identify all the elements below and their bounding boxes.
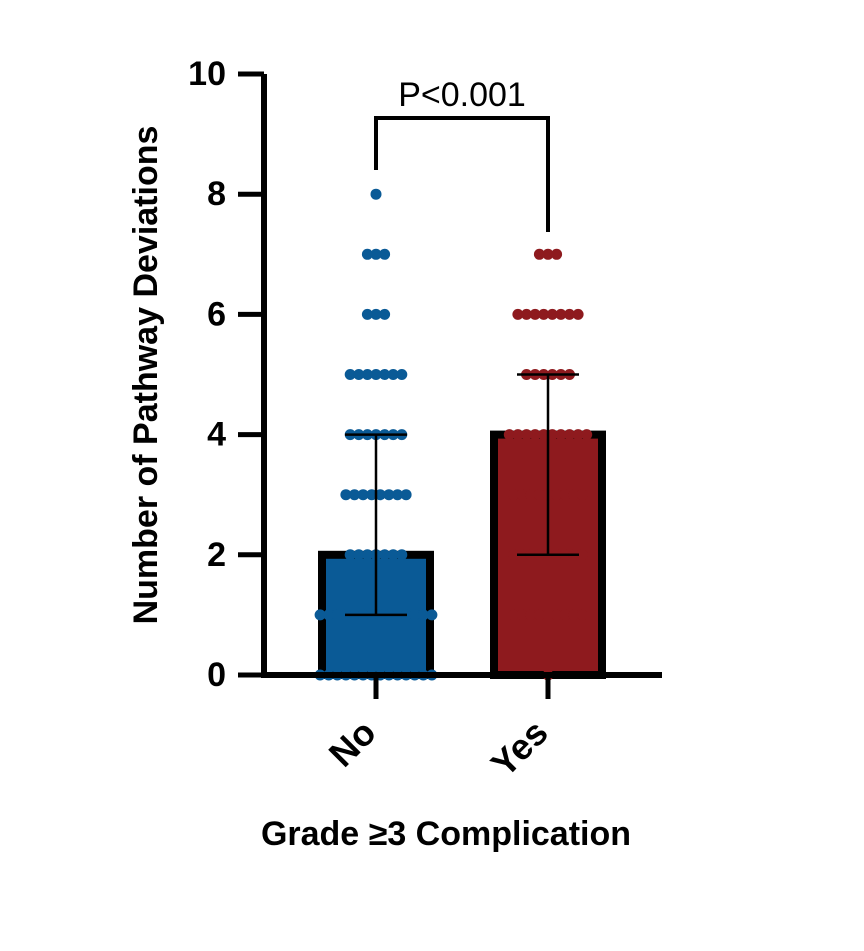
data-point bbox=[426, 609, 438, 621]
data-point bbox=[370, 369, 382, 380]
data-point bbox=[546, 308, 558, 320]
x-tick-label-yes: Yes bbox=[483, 712, 556, 785]
data-point bbox=[529, 429, 541, 441]
data-point bbox=[533, 489, 545, 501]
data-point bbox=[387, 369, 399, 380]
data-point bbox=[370, 248, 382, 260]
data-point bbox=[568, 609, 580, 621]
data-point bbox=[353, 549, 365, 561]
data-point bbox=[551, 609, 563, 621]
data-point bbox=[559, 609, 571, 621]
data-point bbox=[576, 549, 588, 561]
data-point bbox=[361, 549, 373, 561]
data-point bbox=[538, 429, 550, 441]
data-point bbox=[379, 308, 391, 320]
data-point bbox=[551, 248, 563, 260]
data-point bbox=[564, 308, 575, 320]
data-point bbox=[508, 489, 520, 501]
data-point bbox=[323, 609, 335, 621]
data-point bbox=[576, 489, 588, 501]
y-axis-title: Number of Pathway Deviations bbox=[127, 126, 165, 625]
data-point bbox=[392, 489, 403, 501]
y-tick-label: 4 bbox=[207, 416, 226, 454]
data-point bbox=[417, 609, 429, 621]
data-point bbox=[361, 369, 373, 380]
data-point bbox=[353, 369, 365, 380]
data-point bbox=[533, 609, 545, 621]
data-point bbox=[344, 549, 356, 561]
data-point bbox=[525, 489, 537, 501]
data-point bbox=[559, 489, 571, 501]
data-point bbox=[581, 429, 593, 441]
data-point bbox=[400, 489, 412, 501]
errorbars-layer bbox=[345, 373, 579, 617]
data-point bbox=[361, 308, 373, 320]
data-point bbox=[572, 308, 584, 320]
data-point bbox=[361, 248, 373, 260]
data-point bbox=[366, 489, 378, 501]
data-point bbox=[370, 308, 382, 320]
data-point bbox=[370, 188, 382, 200]
data-point bbox=[533, 248, 545, 260]
data-point bbox=[529, 308, 541, 320]
y-tick-label: 8 bbox=[207, 175, 226, 213]
y-tick-label: 6 bbox=[207, 295, 226, 333]
y-tick-label: 10 bbox=[188, 55, 226, 93]
data-point bbox=[344, 369, 356, 380]
data-point bbox=[512, 429, 524, 441]
data-point bbox=[576, 609, 588, 621]
data-point bbox=[516, 489, 528, 501]
data-point bbox=[349, 489, 360, 501]
data-point bbox=[340, 489, 352, 501]
bracket-line bbox=[374, 116, 550, 232]
data-point bbox=[525, 609, 537, 621]
data-point bbox=[508, 549, 520, 561]
data-point bbox=[568, 489, 580, 501]
x-ticks: No Yes bbox=[321, 675, 556, 785]
y-tick-label: 0 bbox=[207, 656, 226, 694]
data-point bbox=[555, 308, 567, 320]
data-point bbox=[396, 369, 408, 380]
data-point bbox=[357, 489, 369, 501]
x-axis-title: Grade ≥3 Complication bbox=[261, 815, 631, 853]
data-point bbox=[508, 609, 520, 621]
data-point bbox=[396, 549, 408, 561]
points-layer bbox=[314, 188, 593, 681]
data-point bbox=[516, 609, 528, 621]
data-point bbox=[331, 609, 343, 621]
data-point bbox=[542, 609, 554, 621]
data-point bbox=[379, 369, 391, 380]
data-point bbox=[512, 308, 524, 320]
x-tick-label-no: No bbox=[321, 712, 384, 775]
data-point bbox=[379, 549, 391, 561]
data-point bbox=[503, 429, 515, 441]
data-point bbox=[379, 248, 391, 260]
data-point bbox=[542, 248, 554, 260]
data-point bbox=[546, 429, 558, 441]
data-point bbox=[409, 609, 421, 621]
y-ticks: 0 2 4 6 8 10 bbox=[188, 55, 264, 694]
data-point bbox=[572, 429, 584, 441]
data-point bbox=[555, 429, 567, 441]
data-point bbox=[314, 609, 326, 621]
data-point bbox=[521, 308, 532, 320]
data-point bbox=[387, 549, 399, 561]
p-value-label: P<0.001 bbox=[398, 76, 526, 114]
significance-bracket: P<0.001 bbox=[374, 76, 550, 232]
data-point bbox=[374, 489, 386, 501]
data-point bbox=[383, 489, 395, 501]
data-point bbox=[538, 308, 550, 320]
data-point bbox=[564, 429, 575, 441]
data-point bbox=[521, 429, 532, 441]
data-point bbox=[551, 489, 563, 501]
y-tick-label: 2 bbox=[207, 536, 226, 574]
